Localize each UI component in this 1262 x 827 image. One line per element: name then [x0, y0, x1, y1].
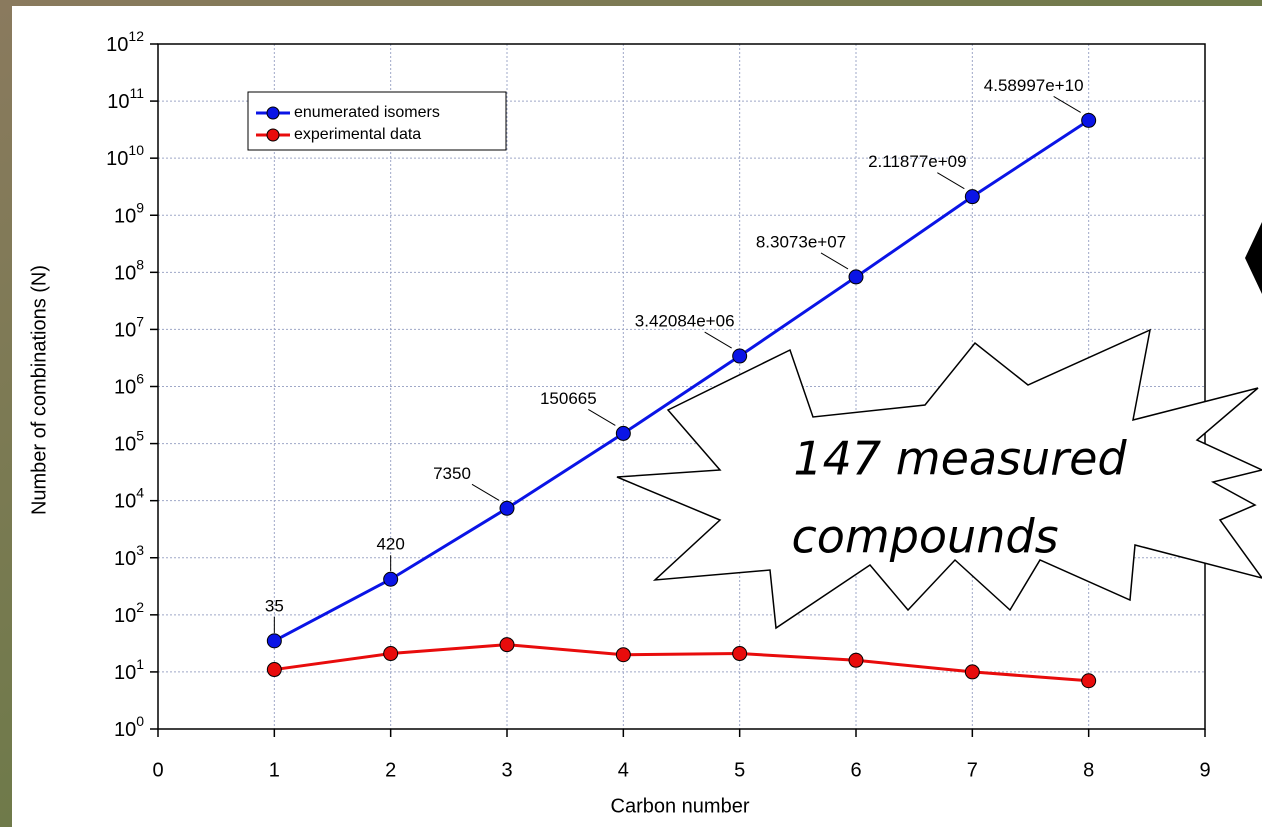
legend-label: enumerated isomers	[294, 104, 440, 121]
data-point	[1081, 673, 1097, 689]
data: 35 420 7350 150665 3.42084e+06 8.3073e+07 2.11…	[265, 76, 1097, 689]
y-tick-label: 100	[114, 713, 144, 742]
label-leader	[820, 252, 849, 270]
data-label: 2.11877e+09	[868, 152, 966, 171]
data-point	[266, 662, 282, 678]
data-point	[964, 664, 980, 680]
data-point	[848, 269, 864, 285]
x-tick-label: 5	[734, 759, 745, 781]
y-tick-label: 105	[114, 427, 144, 456]
x-tick-label: 0	[152, 759, 163, 781]
data-label: 3.42084e+06	[635, 311, 735, 330]
callout-text: 147 measured	[793, 432, 1127, 486]
label-leader	[937, 172, 965, 190]
x-tick-label: 4	[618, 759, 629, 781]
x-tick-label: 1	[269, 759, 280, 781]
callout-text: compounds	[791, 510, 1058, 564]
data-point	[848, 652, 864, 668]
x-tick-label: 8	[1083, 759, 1094, 781]
legend-marker	[266, 128, 280, 142]
data-point	[499, 637, 515, 653]
data-label: 8.3073e+07	[756, 232, 846, 251]
data-point	[266, 633, 282, 649]
y-tick-label: 1011	[107, 85, 144, 114]
y-tick-label: 106	[114, 370, 144, 399]
x-tick-label: 6	[850, 759, 861, 781]
data-point	[615, 647, 631, 663]
data-point	[499, 500, 515, 516]
data-label: 35	[265, 596, 284, 615]
data-point	[964, 189, 980, 205]
y-tick-label: 1010	[106, 142, 144, 171]
data-label: 150665	[540, 389, 597, 408]
data-label: 7350	[433, 464, 471, 483]
x-tick-label: 9	[1199, 759, 1210, 781]
x-tick-label: 3	[501, 759, 512, 781]
data-point	[383, 571, 399, 587]
arrow-shape	[1245, 222, 1262, 294]
data-label: 4.58997e+10	[984, 76, 1084, 95]
data-point	[383, 646, 399, 662]
y-tick-label: 103	[114, 541, 144, 570]
data-point	[732, 646, 748, 662]
label-leader	[704, 331, 732, 349]
x-tick-label: 2	[385, 759, 396, 781]
x-tick-label: 7	[967, 759, 978, 781]
y-tick-label: 101	[114, 656, 144, 685]
legend-box	[247, 91, 507, 151]
label-leader	[588, 408, 616, 426]
series-line	[274, 643, 1089, 683]
legend-marker	[266, 106, 280, 120]
x-axis-label: Carbon number	[611, 795, 750, 817]
starburst	[616, 328, 1262, 630]
callout: 147 measured compounds	[616, 328, 1262, 630]
y-tick-label: 108	[114, 256, 144, 285]
y-tick-label: 1012	[106, 28, 144, 57]
data-point	[615, 425, 631, 441]
y-axis-label: Number of combinations (N)	[28, 265, 50, 515]
legend: enumerated isomers experimental data	[247, 91, 507, 151]
y-tick-label: 104	[114, 484, 144, 513]
label-leader	[1053, 95, 1081, 113]
y-tick-label: 102	[114, 599, 144, 628]
data-label: 420	[376, 535, 404, 554]
series-line	[273, 119, 1090, 643]
y-tick-label: 109	[114, 199, 144, 228]
y-tick-label: 107	[114, 313, 144, 342]
data-point	[732, 348, 748, 364]
label-leader	[471, 483, 500, 501]
legend-label: experimental data	[294, 126, 421, 143]
data-point	[1081, 112, 1097, 128]
